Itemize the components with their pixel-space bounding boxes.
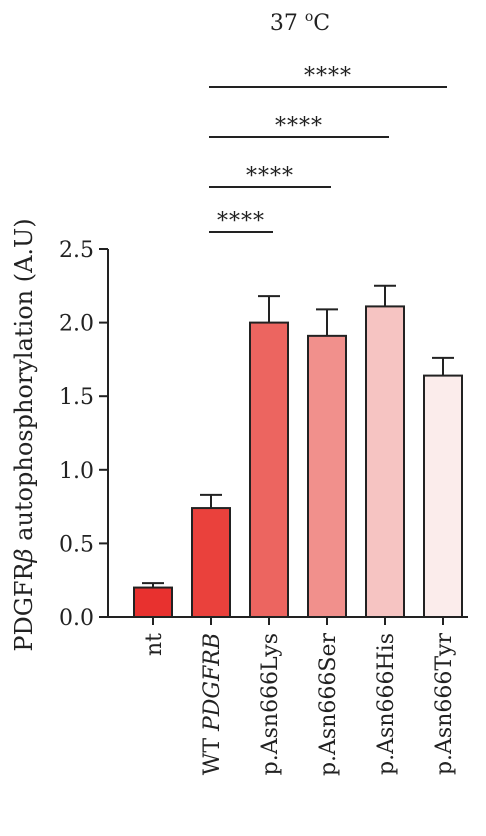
bar [133, 586, 173, 618]
significance-stars: **** [217, 209, 265, 234]
y-tick-label: 1.0 [59, 459, 94, 484]
plot-area: 0.0 0.5 1.0 1.5 2.0 2.5 nt WT PDGFRB p.Asn666Lys… [59, 64, 468, 776]
bar [423, 374, 463, 619]
chart-title: 37 oC [270, 9, 330, 36]
bar [191, 507, 231, 618]
significance-stars: **** [246, 164, 294, 189]
category-label: WT PDGFRB [200, 633, 225, 775]
y-tick-label: 0.0 [59, 606, 94, 631]
category-label: nt [142, 633, 167, 656]
y-axis-label-greek: β [10, 548, 38, 563]
bar [307, 334, 347, 618]
y-tick-label: 2.5 [59, 238, 94, 263]
title-unit: C [313, 11, 330, 36]
category-label: p.Asn666His [374, 633, 399, 775]
category-label: p.Asn666Ser [316, 633, 341, 777]
y-tick-label: 0.5 [59, 532, 94, 557]
category-label: p.Asn666Tyr [432, 633, 457, 776]
y-axis-label: PDGFRβ autophosphorylation (A.U) [10, 218, 38, 651]
bar [249, 321, 289, 618]
title-superscript: o [305, 9, 313, 25]
y-tick-label: 1.5 [59, 385, 94, 410]
bar [365, 305, 405, 618]
significance-stars: **** [275, 114, 323, 139]
y-tick-label: 2.0 [59, 312, 94, 337]
significance-stars: **** [304, 64, 352, 89]
category-label: p.Asn666Lys [258, 633, 283, 775]
